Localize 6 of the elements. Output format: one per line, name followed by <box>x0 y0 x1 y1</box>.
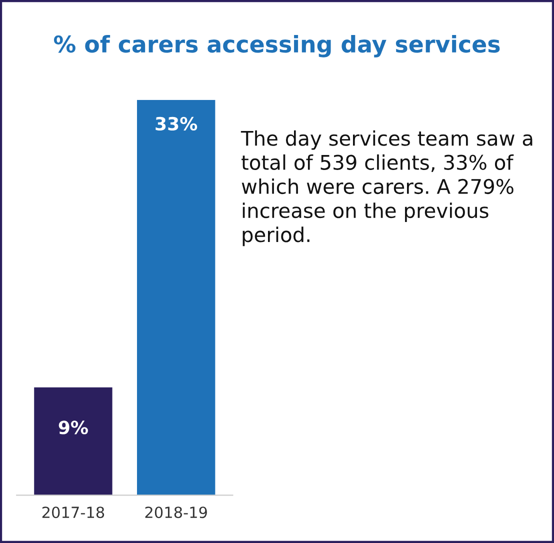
data-label: 9% <box>58 420 88 434</box>
data-label: 33% <box>156 116 198 131</box>
x-tick-label: 2018-19 <box>145 506 207 518</box>
chart-title: % of carers accessing day services <box>54 34 500 58</box>
x-tick-label: 2017-18 <box>42 506 104 518</box>
text: The day services team saw a total of 539 clients, 33% of which were carers. A 279% increase on the previous period. <box>240 130 532 246</box>
